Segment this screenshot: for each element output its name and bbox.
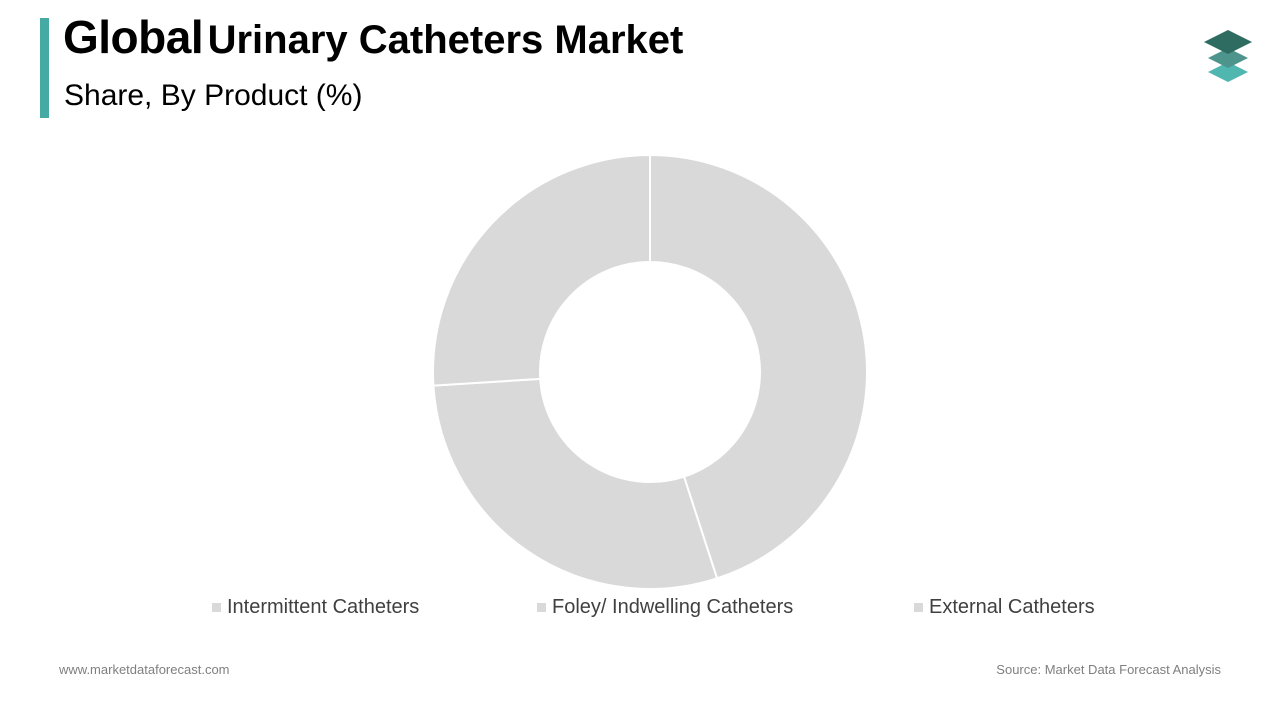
page-title: Global Urinary Catheters Market xyxy=(63,14,683,60)
accent-bar xyxy=(40,18,49,118)
legend-label: External Catheters xyxy=(929,596,1095,618)
company-logo-icon xyxy=(1204,30,1252,82)
source-note: Source: Market Data Forecast Analysis xyxy=(996,662,1221,677)
legend-label: Intermittent Catheters xyxy=(227,596,420,618)
title-bold: Global xyxy=(63,11,204,63)
title-rest: Urinary Catheters Market xyxy=(207,18,684,62)
legend-item: Foley/ Indwelling Catheters xyxy=(537,596,793,619)
legend-swatch xyxy=(914,603,923,612)
slice-foley-indwelling-catheters xyxy=(432,377,719,590)
slice-intermittent-catheters xyxy=(649,153,868,580)
legend-item: External Catheters xyxy=(914,596,1095,619)
website-url: www.marketdataforecast.com xyxy=(59,662,230,677)
legend-label: Foley/ Indwelling Catheters xyxy=(552,596,794,618)
legend-item: Intermittent Catheters xyxy=(212,596,419,619)
slice-external-catheters xyxy=(432,153,651,387)
page-subtitle: Share, By Product (%) xyxy=(64,79,363,112)
legend-swatch xyxy=(537,603,546,612)
chart-legend: Intermittent Catheters Foley/ Indwelling … xyxy=(0,596,1280,620)
legend-swatch xyxy=(212,603,221,612)
